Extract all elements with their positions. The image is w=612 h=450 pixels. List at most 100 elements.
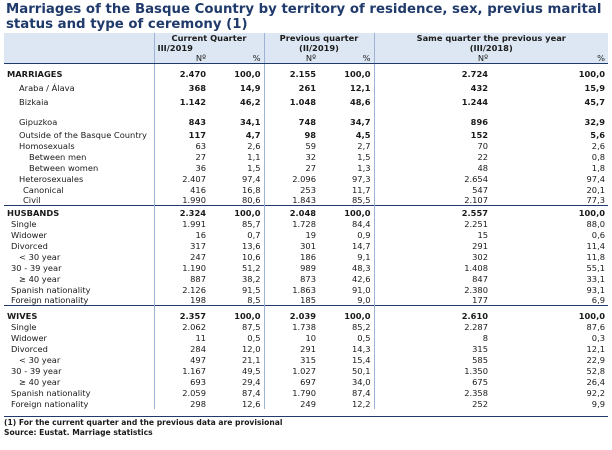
header-prev-year-period: (III/2018): [373, 43, 608, 53]
cell-percent: 91,0: [352, 284, 371, 295]
table-row: Between men 27 1,1 32 1,5 22 0,8: [4, 150, 608, 162]
cell-percent: 14,7: [352, 240, 371, 251]
table-row: 30 - 39 year 1.190 51,2 989 48,3 1.408 55,1: [4, 261, 608, 273]
cell-percent: 11,4: [586, 240, 605, 251]
cell-count: 432: [373, 78, 491, 93]
cell-count: 2.126: [153, 283, 209, 295]
table-row: Spanish nationality 2.059 87,4 1.790 87,4 2.3…: [4, 386, 608, 398]
row-label: Gipuzkoa: [19, 116, 58, 127]
cell-percent: 20,1: [586, 184, 605, 195]
cell-percent: 100,0: [319, 305, 374, 321]
cell-percent: 1,3: [357, 162, 371, 173]
cell-percent: 100,0: [234, 68, 261, 79]
cell-count: 70: [373, 139, 491, 151]
cell-percent: 87,5: [242, 321, 261, 332]
table-row: Foreign nationality 298 12,6 249 12,2 252 9,9: [4, 397, 608, 409]
cell-count: 989: [263, 261, 319, 273]
cell-count: 317: [153, 239, 209, 251]
cell-percent: 26,4: [586, 376, 605, 387]
cell-count: 497: [153, 353, 209, 365]
cell-percent: 97,4: [242, 173, 261, 184]
cell-count: 298: [153, 397, 209, 409]
cell-percent: 100,0: [209, 305, 264, 321]
cell-percent: 0,5: [357, 332, 371, 343]
cell-percent: 2,7: [357, 140, 371, 151]
cell-percent: 16,8: [242, 184, 261, 195]
cell-percent: 1,5: [357, 151, 371, 162]
cell-percent: 100,0: [209, 205, 264, 218]
row-label: MARRIAGES: [7, 68, 63, 79]
cell-count: 1.408: [373, 261, 491, 273]
cell-count: 843: [153, 106, 209, 127]
row-label: Between women: [29, 162, 99, 173]
cell-percent: 91,5: [242, 284, 261, 295]
cell-percent: 85,5: [352, 195, 371, 205]
cell-count: 2.096: [263, 172, 319, 184]
cell-percent: 15,4: [352, 354, 371, 365]
cell-count: 15: [373, 228, 491, 240]
cell-percent: 85,7: [242, 218, 261, 229]
cell-count: 1.728: [263, 217, 319, 229]
cell-count: 1.167: [153, 364, 209, 376]
cell-count: 253: [263, 183, 319, 195]
cell-percent: 100,0: [319, 205, 374, 218]
cell-count: 186: [263, 250, 319, 262]
row-label: Widower: [11, 332, 47, 343]
cell-percent: 1,1: [247, 151, 261, 162]
header-current-period: III/2019: [153, 43, 264, 53]
cell-percent: 97,3: [352, 173, 371, 184]
cell-percent: 49,5: [242, 365, 261, 376]
cell-count: 117: [153, 126, 209, 140]
cell-percent: 22,9: [586, 354, 605, 365]
cell-count: 1.048: [263, 92, 319, 107]
cell-percent: 4,5: [355, 129, 371, 140]
cell-count: 22: [373, 150, 491, 162]
cell-percent: 88,0: [586, 218, 605, 229]
cell-count: 416: [153, 183, 209, 195]
cell-count: 1.863: [263, 283, 319, 295]
cell-percent: 34,1: [240, 116, 261, 127]
cell-percent: 0,8: [591, 151, 605, 162]
table-row: Canonical 416 16,8 253 11,7 547 20,1: [4, 183, 608, 195]
cell-percent: 12,1: [586, 343, 605, 354]
table-row: < 30 year 497 21,1 315 15,4 585 22,9: [4, 353, 608, 365]
cell-percent: 9,0: [357, 295, 371, 305]
cell-percent: 93,1: [586, 284, 605, 295]
cell-count: 98: [263, 126, 319, 140]
table-row: Heterosexuales 2.407 97,4 2.096 97,3 2.654 97,…: [4, 172, 608, 184]
cell-percent: 14,3: [352, 343, 371, 354]
cell-percent: 55,1: [586, 262, 605, 273]
cell-count: 2.724: [373, 63, 491, 79]
cell-count: 547: [373, 183, 491, 195]
cell-count: 1.843: [263, 194, 319, 206]
cell-count: 2.380: [373, 283, 491, 295]
cell-count: 1.190: [153, 261, 209, 273]
cell-count: 1.244: [373, 92, 491, 107]
cell-percent: 87,4: [242, 387, 261, 398]
cell-count: 2.059: [153, 386, 209, 398]
cell-count: 1.790: [263, 386, 319, 398]
cell-count: 697: [263, 375, 319, 387]
cell-percent: 87,4: [352, 387, 371, 398]
cell-percent: 21,1: [242, 354, 261, 365]
cell-count: 27: [263, 161, 319, 173]
row-label: < 30 year: [19, 251, 61, 262]
cell-count: 261: [263, 78, 319, 93]
cell-percent: 32,9: [584, 116, 605, 127]
cell-count: 59: [263, 139, 319, 151]
cell-percent: 34,7: [350, 116, 371, 127]
cell-count: 1.350: [373, 364, 491, 376]
table-row: Between women 36 1,5 27 1,3 48 1,8: [4, 161, 608, 173]
table-row: Single 1.991 85,7 1.728 84,4 2.251 88,0: [4, 217, 608, 229]
cell-count: 1.991: [153, 217, 209, 229]
row-label: 30 - 39 year: [11, 262, 62, 273]
cell-count: 27: [153, 150, 209, 162]
cell-percent: 8,5: [247, 295, 261, 305]
cell-count: 873: [263, 272, 319, 284]
cell-percent: 100,0: [344, 68, 371, 79]
cell-count: 1.027: [263, 364, 319, 376]
cell-count: 284: [153, 342, 209, 354]
cell-percent: 100,0: [491, 205, 608, 218]
header-row-1: Current Quarter Previous quarter Same qu…: [4, 33, 608, 43]
header-row-3: Nº % Nº % Nº %: [4, 53, 608, 64]
